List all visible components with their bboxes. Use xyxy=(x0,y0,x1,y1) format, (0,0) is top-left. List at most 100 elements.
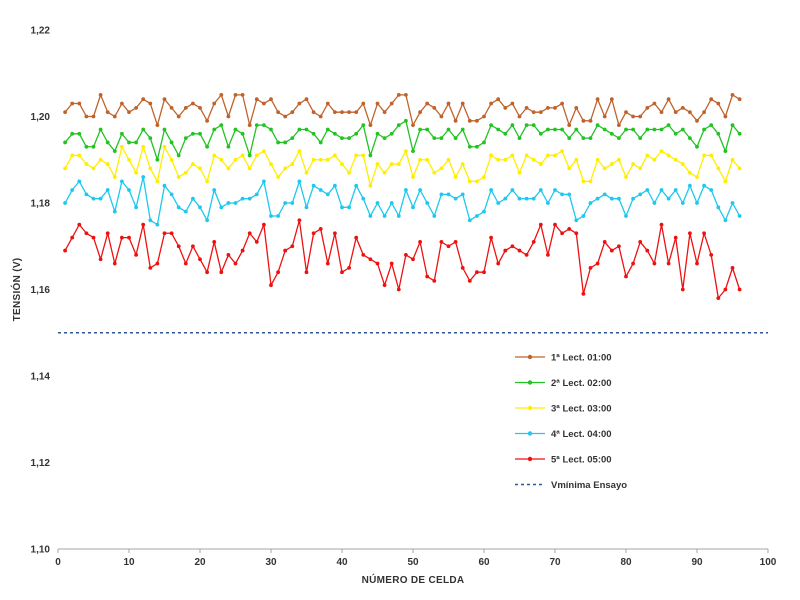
data-point xyxy=(368,153,373,158)
data-point xyxy=(723,218,728,223)
y-tick-label: 1,10 xyxy=(31,545,51,556)
data-point xyxy=(226,166,231,171)
data-point xyxy=(297,149,302,154)
data-point xyxy=(517,196,522,201)
data-point xyxy=(105,162,110,166)
data-point xyxy=(361,123,366,128)
data-point xyxy=(127,140,131,145)
data-point xyxy=(347,265,351,270)
data-point xyxy=(624,127,628,132)
data-point xyxy=(91,166,96,171)
data-point xyxy=(411,123,415,128)
data-point xyxy=(574,105,579,110)
data-point xyxy=(489,188,493,192)
data-point xyxy=(524,253,529,257)
data-point xyxy=(276,270,280,275)
data-point xyxy=(311,231,316,236)
data-point xyxy=(269,162,273,166)
data-point xyxy=(368,214,373,218)
data-point xyxy=(652,157,657,162)
data-point xyxy=(169,157,174,162)
data-point xyxy=(631,127,635,132)
data-point xyxy=(702,127,706,132)
data-point xyxy=(191,162,195,166)
series-line xyxy=(64,176,741,226)
data-point xyxy=(304,97,309,102)
data-point xyxy=(624,214,628,218)
data-point xyxy=(262,101,266,106)
data-point xyxy=(453,175,458,179)
data-point xyxy=(304,170,309,175)
data-point xyxy=(475,179,479,184)
data-point xyxy=(297,179,302,184)
data-point xyxy=(77,101,82,106)
data-point xyxy=(432,170,437,175)
data-point xyxy=(269,283,273,288)
data-point xyxy=(695,144,699,149)
data-point xyxy=(432,214,437,218)
data-point xyxy=(375,261,380,266)
legend-label: 2ª Lect. 02:00 xyxy=(551,378,612,389)
data-point xyxy=(489,123,493,128)
data-point xyxy=(340,205,344,210)
data-point xyxy=(609,162,614,166)
data-point xyxy=(233,127,238,132)
data-point xyxy=(553,222,557,227)
data-point xyxy=(191,244,195,249)
data-point xyxy=(63,201,67,205)
data-point xyxy=(98,196,103,201)
data-point xyxy=(127,188,131,192)
data-point xyxy=(688,170,692,175)
data-point xyxy=(226,144,231,149)
data-point xyxy=(347,205,351,210)
data-point xyxy=(673,188,678,192)
data-point xyxy=(482,140,486,145)
data-point xyxy=(510,153,515,158)
data-point xyxy=(311,183,316,188)
data-point xyxy=(219,205,224,210)
data-point xyxy=(98,127,103,132)
data-point xyxy=(112,114,117,119)
data-point xyxy=(510,244,515,249)
data-point xyxy=(318,114,323,119)
data-point xyxy=(446,244,451,249)
data-point xyxy=(70,235,75,240)
legend-marker xyxy=(527,431,533,436)
data-point xyxy=(347,136,351,141)
data-point xyxy=(240,131,245,136)
data-point xyxy=(84,192,89,197)
data-point xyxy=(638,114,643,119)
data-point xyxy=(553,105,557,110)
data-point xyxy=(617,136,621,141)
data-point xyxy=(148,166,153,171)
data-point xyxy=(638,240,643,244)
data-point xyxy=(602,166,607,171)
data-point xyxy=(510,123,515,128)
data-point xyxy=(652,201,657,205)
data-point xyxy=(283,114,288,119)
data-point xyxy=(588,265,593,270)
data-point xyxy=(70,153,75,158)
data-point xyxy=(134,140,139,145)
data-point xyxy=(467,278,472,283)
data-point xyxy=(183,170,188,175)
data-point xyxy=(318,140,323,145)
data-point xyxy=(645,248,650,253)
data-point xyxy=(645,153,650,158)
data-point xyxy=(730,201,735,205)
data-point xyxy=(716,296,721,301)
y-tick-label: 1,22 xyxy=(31,26,51,37)
data-point xyxy=(219,123,224,128)
data-point xyxy=(276,140,280,145)
data-point xyxy=(432,136,437,141)
data-point xyxy=(77,222,82,227)
data-point xyxy=(311,110,316,115)
data-point xyxy=(91,196,96,201)
data-point xyxy=(617,123,621,128)
data-point xyxy=(496,157,501,162)
data-point xyxy=(517,114,522,119)
data-point xyxy=(304,270,309,275)
data-point xyxy=(467,218,472,223)
data-point xyxy=(361,101,366,106)
data-point xyxy=(112,209,117,214)
